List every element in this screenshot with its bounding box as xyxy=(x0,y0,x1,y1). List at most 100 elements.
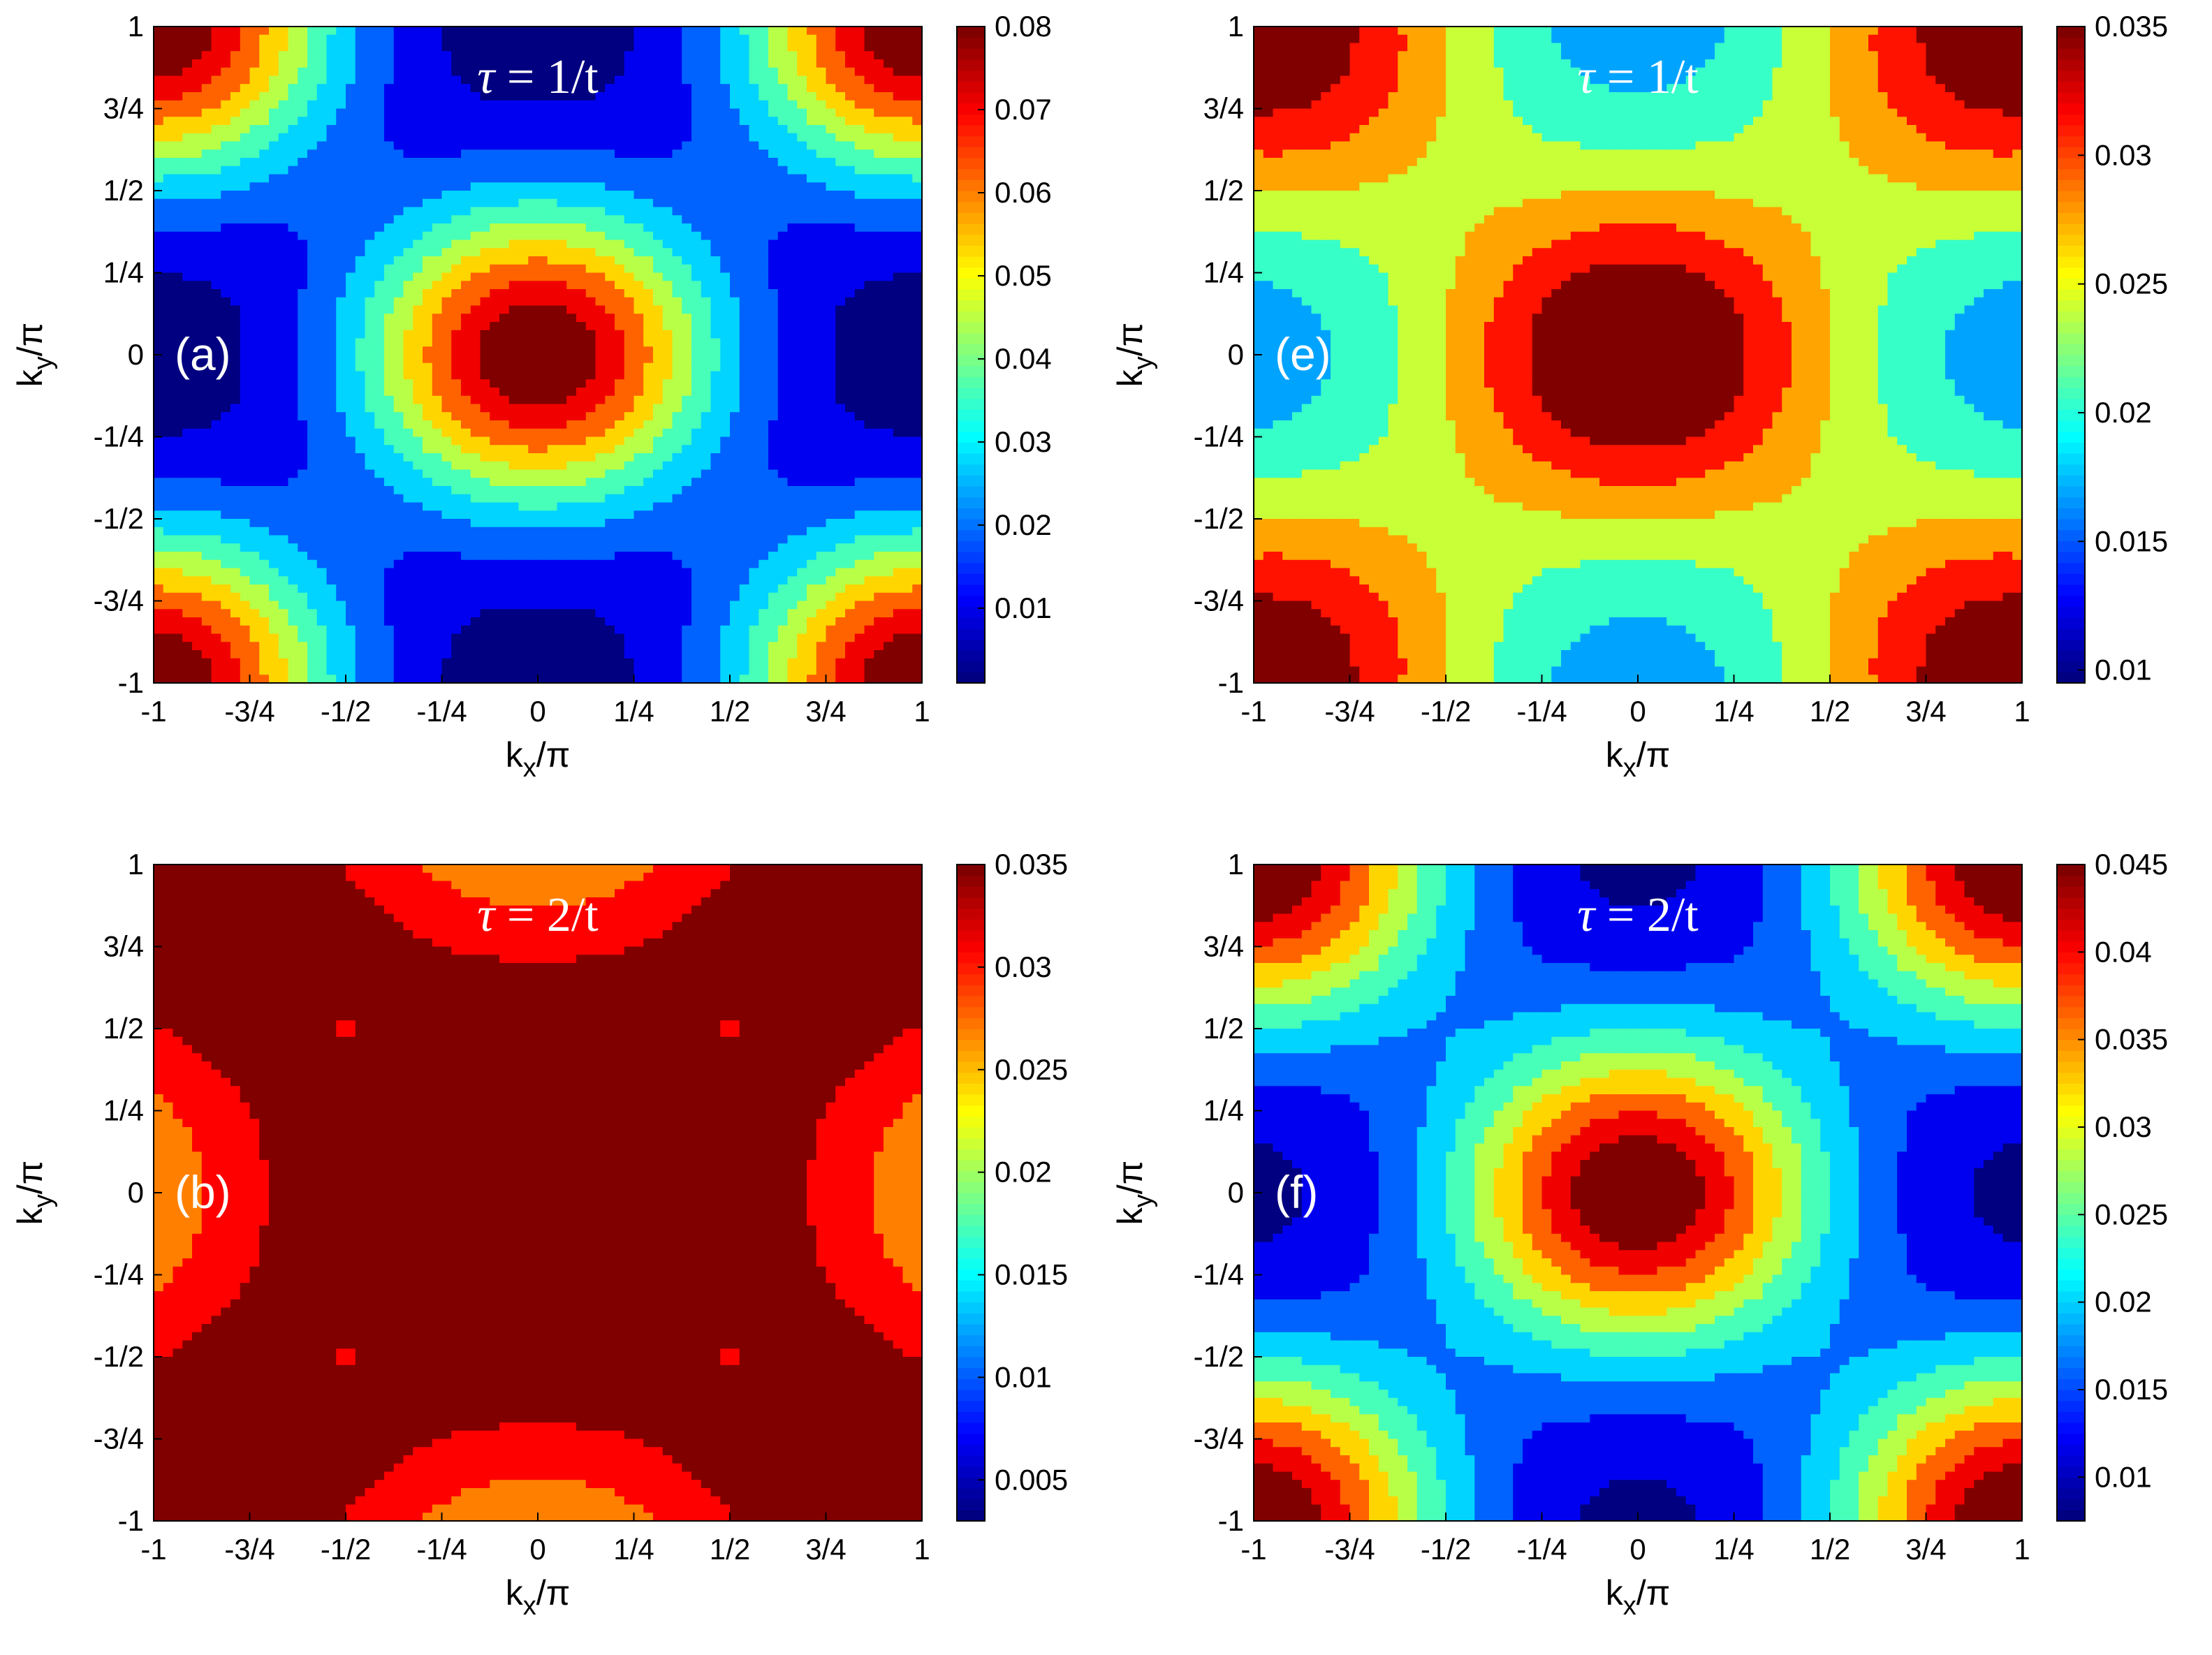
heatmap-cell xyxy=(470,633,481,642)
heatmap-cell xyxy=(566,207,577,216)
heatmap-cell xyxy=(605,486,615,495)
heatmap-cell xyxy=(605,461,615,471)
heatmap-cell xyxy=(269,584,279,594)
heatmap-cell xyxy=(278,149,289,159)
heatmap-cell xyxy=(538,59,548,68)
heatmap-cell xyxy=(221,379,231,388)
heatmap-cell xyxy=(393,395,404,405)
heatmap-cell xyxy=(316,67,328,77)
heatmap-cell xyxy=(288,117,298,126)
heatmap-cell xyxy=(739,182,750,191)
heatmap-cell xyxy=(470,379,481,388)
heatmap-cell xyxy=(461,617,471,626)
heatmap-cell xyxy=(662,305,673,314)
heatmap-cell xyxy=(393,338,404,347)
heatmap-cell xyxy=(739,404,750,413)
heatmap-cell xyxy=(624,149,635,159)
heatmap-cell xyxy=(326,231,337,241)
heatmap-cell xyxy=(653,256,664,265)
heatmap-cell xyxy=(298,223,308,233)
heatmap-cell xyxy=(633,182,644,191)
heatmap-cell xyxy=(240,494,251,503)
heatmap-cell xyxy=(346,264,356,274)
heatmap-cell xyxy=(720,51,731,60)
heatmap-cell xyxy=(269,420,279,429)
heatmap-cell xyxy=(374,576,385,585)
heatmap-cell xyxy=(643,256,654,265)
heatmap-cell xyxy=(269,149,279,159)
heatmap-cell xyxy=(173,314,183,323)
heatmap-cell xyxy=(269,510,279,520)
heatmap-cell xyxy=(182,379,193,388)
heatmap-cell xyxy=(211,666,221,675)
heatmap-cell xyxy=(413,141,423,150)
heatmap-cell xyxy=(518,625,529,635)
heatmap-cell xyxy=(211,494,221,503)
heatmap-cell xyxy=(393,436,404,446)
heatmap-cell xyxy=(182,198,193,208)
heatmap-cell xyxy=(192,420,203,429)
heatmap-cell xyxy=(192,666,203,675)
heatmap-cell xyxy=(393,478,404,487)
heatmap-cell xyxy=(691,34,702,44)
heatmap-cell xyxy=(701,133,712,142)
heatmap-cell xyxy=(326,453,337,462)
heatmap-cell xyxy=(701,625,712,635)
heatmap-cell xyxy=(662,502,673,511)
heatmap-cell xyxy=(432,322,443,331)
heatmap-cell xyxy=(576,617,587,626)
heatmap-cell xyxy=(201,231,212,241)
heatmap-cell xyxy=(710,666,721,675)
heatmap-cell xyxy=(480,436,490,446)
heatmap-cell xyxy=(326,601,337,610)
heatmap-cell xyxy=(384,108,395,117)
heatmap-cell xyxy=(739,92,750,101)
heatmap-cell xyxy=(423,27,433,36)
heatmap-cell xyxy=(441,256,452,265)
heatmap-cell xyxy=(624,453,635,462)
heatmap-cell xyxy=(432,207,443,216)
heatmap-cell xyxy=(566,519,577,528)
heatmap-cell xyxy=(643,338,654,347)
heatmap-cell xyxy=(423,502,433,511)
heatmap-cell xyxy=(739,289,750,298)
heatmap-cell xyxy=(730,330,740,339)
heatmap-cell xyxy=(326,141,337,150)
heatmap-cell xyxy=(624,264,635,274)
heatmap-cell xyxy=(451,117,462,126)
heatmap-cell xyxy=(326,117,337,126)
heatmap-cell xyxy=(566,543,577,552)
heatmap-cell xyxy=(336,191,346,200)
heatmap-cell xyxy=(316,552,328,561)
heatmap-cell xyxy=(201,75,212,84)
heatmap-cell xyxy=(508,428,520,438)
heatmap-cell xyxy=(662,198,673,208)
heatmap-cell xyxy=(211,27,221,36)
heatmap-cell xyxy=(518,469,529,478)
heatmap-cell xyxy=(298,231,308,241)
heatmap-cell xyxy=(547,404,558,413)
heatmap-a xyxy=(154,27,923,684)
heatmap-cell xyxy=(518,633,529,642)
heatmap-cell xyxy=(518,133,529,142)
heatmap-cell xyxy=(355,322,366,331)
heatmap-cell xyxy=(173,256,183,265)
heatmap-cell xyxy=(403,576,413,585)
heatmap-cell xyxy=(538,453,548,462)
heatmap-cell xyxy=(403,666,413,675)
heatmap-cell xyxy=(307,552,318,561)
heatmap-cell xyxy=(365,84,375,93)
heatmap-cell xyxy=(307,256,318,265)
heatmap-cell xyxy=(346,469,356,478)
heatmap-cell xyxy=(230,314,241,323)
heatmap-cell xyxy=(432,535,443,544)
heatmap-cell xyxy=(355,510,366,520)
heatmap-cell xyxy=(490,248,500,257)
heatmap-cell xyxy=(566,346,577,355)
heatmap-cell xyxy=(662,166,673,175)
heatmap-cell xyxy=(173,231,183,241)
heatmap-cell xyxy=(490,666,500,675)
heatmap-cell xyxy=(518,75,529,84)
heatmap-cell xyxy=(566,322,577,331)
heatmap-cell xyxy=(470,371,481,380)
